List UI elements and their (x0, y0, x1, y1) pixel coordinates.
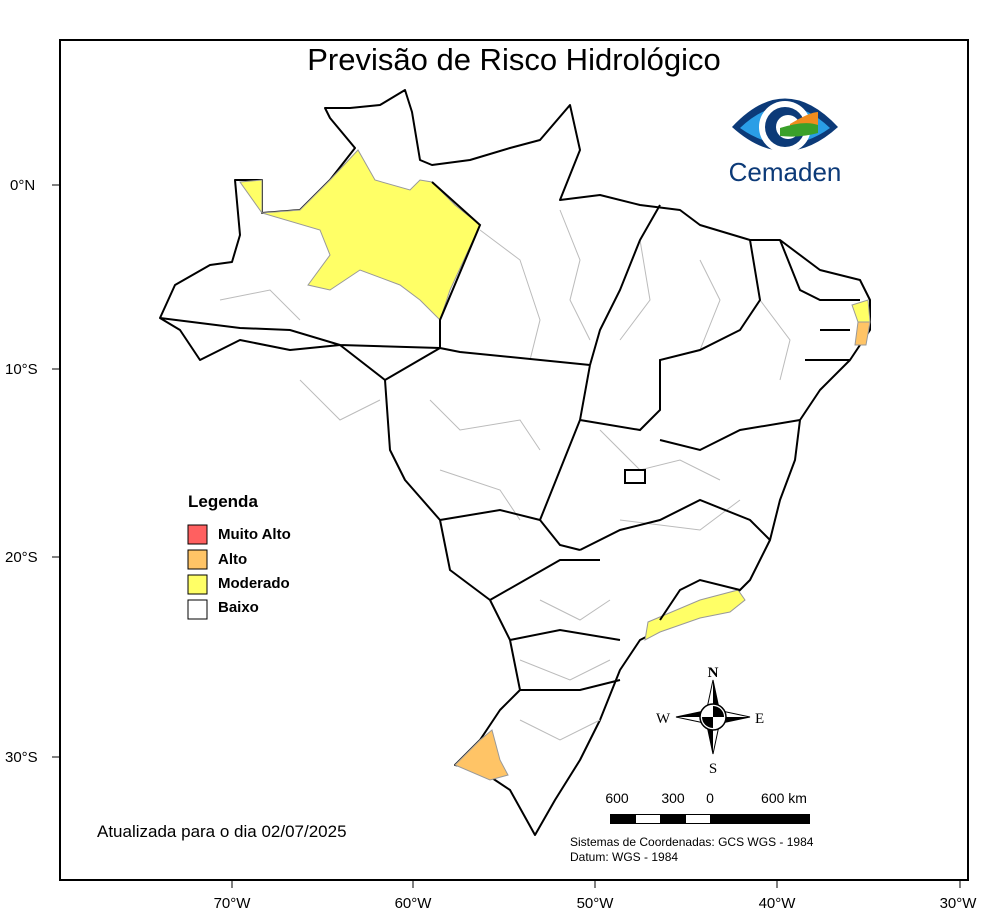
region-moderado-se (644, 589, 746, 641)
region-alto-south (454, 729, 509, 781)
scale-bar: 600 300 0 600 km (605, 790, 810, 824)
mesoregion-boundaries (219, 209, 791, 741)
scale-label: 600 (605, 790, 629, 806)
compass-n: N (708, 665, 719, 681)
legend-label: Moderado (218, 575, 290, 592)
lat-tick: 0°N (10, 177, 35, 194)
legend-label: Alto (218, 551, 247, 568)
legend-swatch-muito-alto (187, 524, 208, 545)
legend-swatch-baixo (187, 599, 208, 620)
region-alto-ne (854, 321, 871, 346)
scale-label: 600 km (761, 790, 807, 806)
datum: Datum: WGS - 1984 (570, 850, 678, 864)
lon-tick: 50°W (577, 895, 615, 912)
legend: Legenda Muito Alto Alto Moderado Baixo (187, 492, 291, 620)
scale-label: 0 (706, 790, 714, 806)
logo-text: Cemaden (729, 157, 842, 187)
lon-tick: 30°W (940, 895, 978, 912)
lat-axis: 0°N 10°S 20°S 30°S (5, 177, 60, 766)
update-date: Atualizada para o dia 02/07/2025 (97, 822, 347, 841)
state-boundaries (159, 181, 860, 691)
cemaden-logo: Cemaden (729, 98, 842, 187)
legend-label: Muito Alto (218, 526, 291, 543)
lon-axis: 70°W 60°W 50°W 40°W 30°W (214, 880, 978, 912)
legend-swatch-moderado (187, 574, 208, 595)
legend-title: Legenda (188, 492, 258, 511)
compass-w: W (656, 711, 671, 727)
legend-swatch-alto (187, 549, 208, 570)
coordinate-system: Sistemas de Coordenadas: GCS WGS - 1984 (570, 835, 814, 849)
lon-tick: 70°W (214, 895, 252, 912)
lat-tick: 10°S (5, 361, 38, 378)
compass-e: E (755, 711, 764, 727)
lat-tick: 20°S (5, 549, 38, 566)
scale-label: 300 (661, 790, 685, 806)
compass-s: S (709, 761, 717, 777)
legend-label: Baixo (218, 599, 259, 616)
north-arrow-icon: N S E W (656, 665, 764, 777)
lon-tick: 40°W (759, 895, 797, 912)
map-title: Previsão de Risco Hidrológico (307, 42, 721, 77)
lon-tick: 60°W (395, 895, 433, 912)
lat-tick: 30°S (5, 749, 38, 766)
